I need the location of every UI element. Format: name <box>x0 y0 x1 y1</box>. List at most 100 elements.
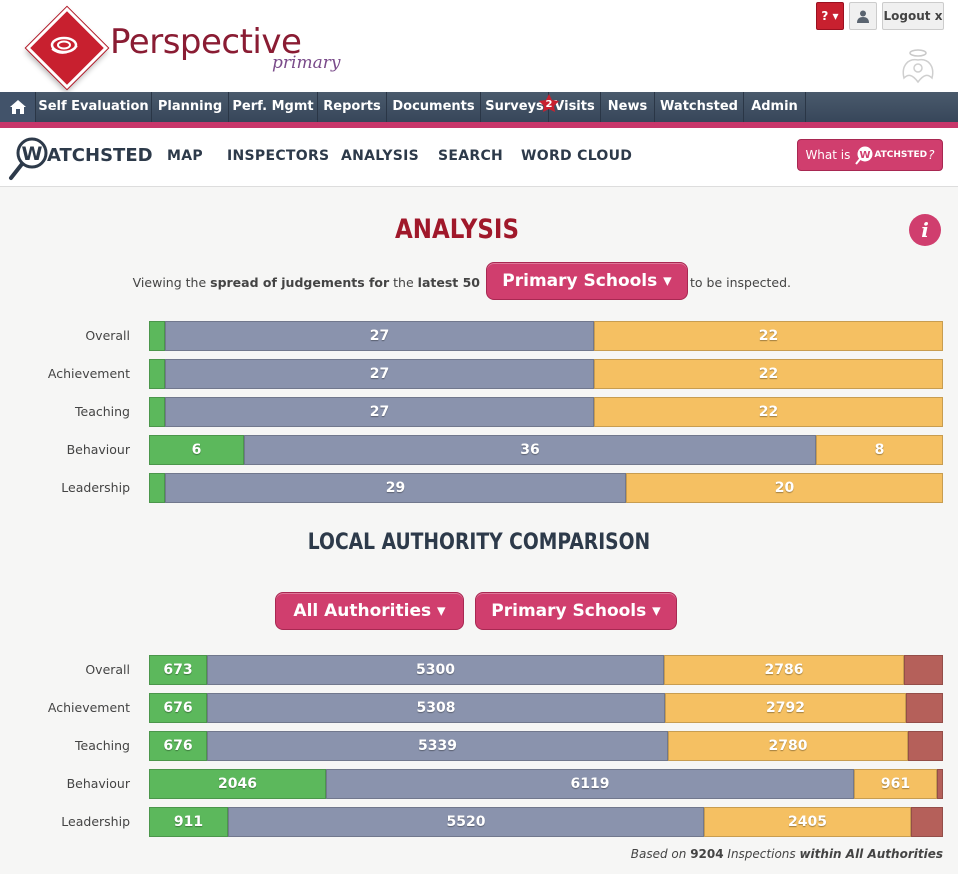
analysis-segment-good[interactable]: 27 <box>165 397 594 427</box>
la-segment-requires-improvement[interactable]: 2780 <box>668 731 908 761</box>
la-row-label: Teaching <box>75 738 130 753</box>
analysis-segment-good[interactable]: 27 <box>165 359 594 389</box>
analysis-segment-requires-improvement[interactable]: 22 <box>594 397 943 427</box>
la-segment-outstanding[interactable]: 676 <box>149 693 207 723</box>
logout-button[interactable]: Logout x <box>882 2 944 30</box>
analysis-row-label: Achievement <box>47 366 130 381</box>
analysis-bar-behaviour: 6 36 8 <box>149 435 943 465</box>
analysis-segment-outstanding[interactable] <box>149 321 165 351</box>
la-segment-inadequate[interactable] <box>908 731 943 761</box>
subnav-word-cloud[interactable]: WORD CLOUD <box>521 148 633 164</box>
surveys-notification-badge: 2 <box>539 94 559 112</box>
la-bar-leadership: 911 5520 2405 <box>149 807 943 837</box>
la-segment-outstanding[interactable]: 2046 <box>149 769 326 799</box>
what-is-label: What is <box>805 148 851 162</box>
nav-self-evaluation[interactable]: Self Evaluation <box>36 92 152 122</box>
footnote-count: 9204 <box>690 847 724 861</box>
analysis-segment-outstanding[interactable]: 6 <box>149 435 244 465</box>
authority-filter-dropdown[interactable]: All Authorities ▾ <box>275 592 464 630</box>
svg-text:W: W <box>22 143 43 165</box>
la-segment-good[interactable]: 5308 <box>207 693 665 723</box>
la-bar-overall: 673 5300 2786 <box>149 655 943 685</box>
subnav-map[interactable]: MAP <box>167 148 203 164</box>
la-comparison-title: LOCAL AUTHORITY COMPARISON <box>307 530 651 555</box>
angel-logo-icon <box>902 49 934 84</box>
la-segment-requires-improvement[interactable]: 961 <box>854 769 937 799</box>
surveys-badge-count: 2 <box>546 99 553 110</box>
user-icon <box>857 10 869 23</box>
info-icon[interactable]: i <box>909 214 941 246</box>
la-segment-inadequate[interactable] <box>904 655 943 685</box>
la-segment-outstanding[interactable]: 676 <box>149 731 207 761</box>
la-row-label: Overall <box>85 662 130 677</box>
subnav-inspectors[interactable]: INSPECTORS <box>227 148 330 164</box>
analysis-segment-good[interactable]: 29 <box>165 473 626 503</box>
watchsted-magnifier-icon: W <box>9 137 48 180</box>
footnote-middle: Inspections <box>723 847 800 861</box>
analysis-row-label: Behaviour <box>66 442 130 457</box>
viewing-latest: latest 50 <box>417 275 480 290</box>
viewing-spread: spread of judgements for <box>210 275 390 290</box>
nav-news[interactable]: News <box>601 92 655 122</box>
la-segment-good[interactable]: 5339 <box>207 731 668 761</box>
nav-admin[interactable]: Admin <box>744 92 806 122</box>
subnav-search[interactable]: SEARCH <box>438 148 504 164</box>
analysis-bar-leadership: 29 20 <box>149 473 943 503</box>
la-segment-requires-improvement[interactable]: 2792 <box>665 693 906 723</box>
viewing-prefix: Viewing the <box>132 275 211 290</box>
analysis-segment-outstanding[interactable] <box>149 397 165 427</box>
analysis-segment-outstanding[interactable] <box>149 359 165 389</box>
analysis-segment-requires-improvement[interactable]: 8 <box>816 435 943 465</box>
la-segment-outstanding[interactable]: 911 <box>149 807 228 837</box>
analysis-segment-requires-improvement[interactable]: 22 <box>594 359 943 389</box>
la-segment-inadequate[interactable] <box>906 693 943 723</box>
nav-reports[interactable]: Reports <box>318 92 387 122</box>
analysis-row-label: Overall <box>85 328 130 343</box>
analysis-bar-teaching: 27 22 <box>149 397 943 427</box>
analysis-title: ANALYSIS <box>394 214 519 245</box>
watchsted-mini-icon: W <box>855 146 873 165</box>
nav-planning[interactable]: Planning <box>152 92 229 122</box>
watchsted-brand[interactable]: ATCHSTED <box>47 145 153 166</box>
brand-subtitle: primary <box>272 53 341 73</box>
school-type-dropdown[interactable]: Primary Schools ▾ <box>486 262 688 300</box>
la-segment-inadequate[interactable] <box>911 807 943 837</box>
la-segment-good[interactable]: 6119 <box>326 769 854 799</box>
viewing-mid: the <box>389 275 418 290</box>
brand-title: Perspective <box>110 22 302 62</box>
la-bar-behaviour: 2046 6119 961 <box>149 769 943 799</box>
nav-accent-stripe <box>0 122 958 128</box>
what-is-brand: ATCHSTED <box>874 150 928 160</box>
analysis-segment-good[interactable]: 27 <box>165 321 594 351</box>
inspections-footnote: Based on 9204 Inspections within All Aut… <box>631 847 943 861</box>
nav-documents[interactable]: Documents <box>387 92 481 122</box>
nav-perf-mgmt[interactable]: Perf. Mgmt <box>229 92 318 122</box>
svg-text:W: W <box>860 150 871 161</box>
what-is-suffix: ? <box>928 148 935 162</box>
what-is-watchsted-button[interactable]: What is W ATCHSTED ? <box>797 139 943 171</box>
home-icon <box>9 100 26 114</box>
app-header <box>0 0 958 93</box>
la-segment-good[interactable]: 5300 <box>207 655 664 685</box>
la-segment-good[interactable]: 5520 <box>228 807 704 837</box>
footnote-suffix: within All Authorities <box>799 847 943 861</box>
footnote-prefix: Based on <box>630 847 691 861</box>
nav-watchsted[interactable]: Watchsted <box>655 92 744 122</box>
la-row-label: Leadership <box>61 814 130 829</box>
help-menu-button[interactable]: ? ▾ <box>816 2 844 30</box>
subnav-analysis[interactable]: ANALYSIS <box>341 148 420 164</box>
home-button[interactable] <box>0 92 36 122</box>
la-segment-inadequate[interactable] <box>937 769 943 799</box>
la-segment-requires-improvement[interactable]: 2405 <box>704 807 911 837</box>
logo-swirl-icon <box>50 36 78 54</box>
analysis-segment-requires-improvement[interactable]: 22 <box>594 321 943 351</box>
nav-visits[interactable]: Visits <box>549 92 601 122</box>
la-school-type-dropdown[interactable]: Primary Schools ▾ <box>475 592 677 630</box>
la-segment-requires-improvement[interactable]: 2786 <box>664 655 904 685</box>
analysis-row-label: Teaching <box>75 404 130 419</box>
la-segment-outstanding[interactable]: 673 <box>149 655 207 685</box>
analysis-segment-good[interactable]: 36 <box>244 435 816 465</box>
analysis-segment-outstanding[interactable] <box>149 473 165 503</box>
user-account-button[interactable] <box>849 2 877 30</box>
analysis-segment-requires-improvement[interactable]: 20 <box>626 473 943 503</box>
